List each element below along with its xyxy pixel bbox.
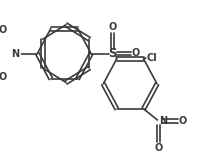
Text: O: O — [109, 22, 117, 32]
Text: N: N — [11, 49, 19, 59]
Text: S: S — [108, 47, 117, 60]
Text: Cl: Cl — [146, 53, 157, 63]
Text: O: O — [132, 48, 140, 58]
Text: O: O — [179, 115, 187, 126]
Text: N: N — [159, 116, 167, 126]
Text: O: O — [0, 72, 6, 82]
Text: O: O — [154, 143, 163, 153]
Text: O: O — [0, 25, 6, 35]
